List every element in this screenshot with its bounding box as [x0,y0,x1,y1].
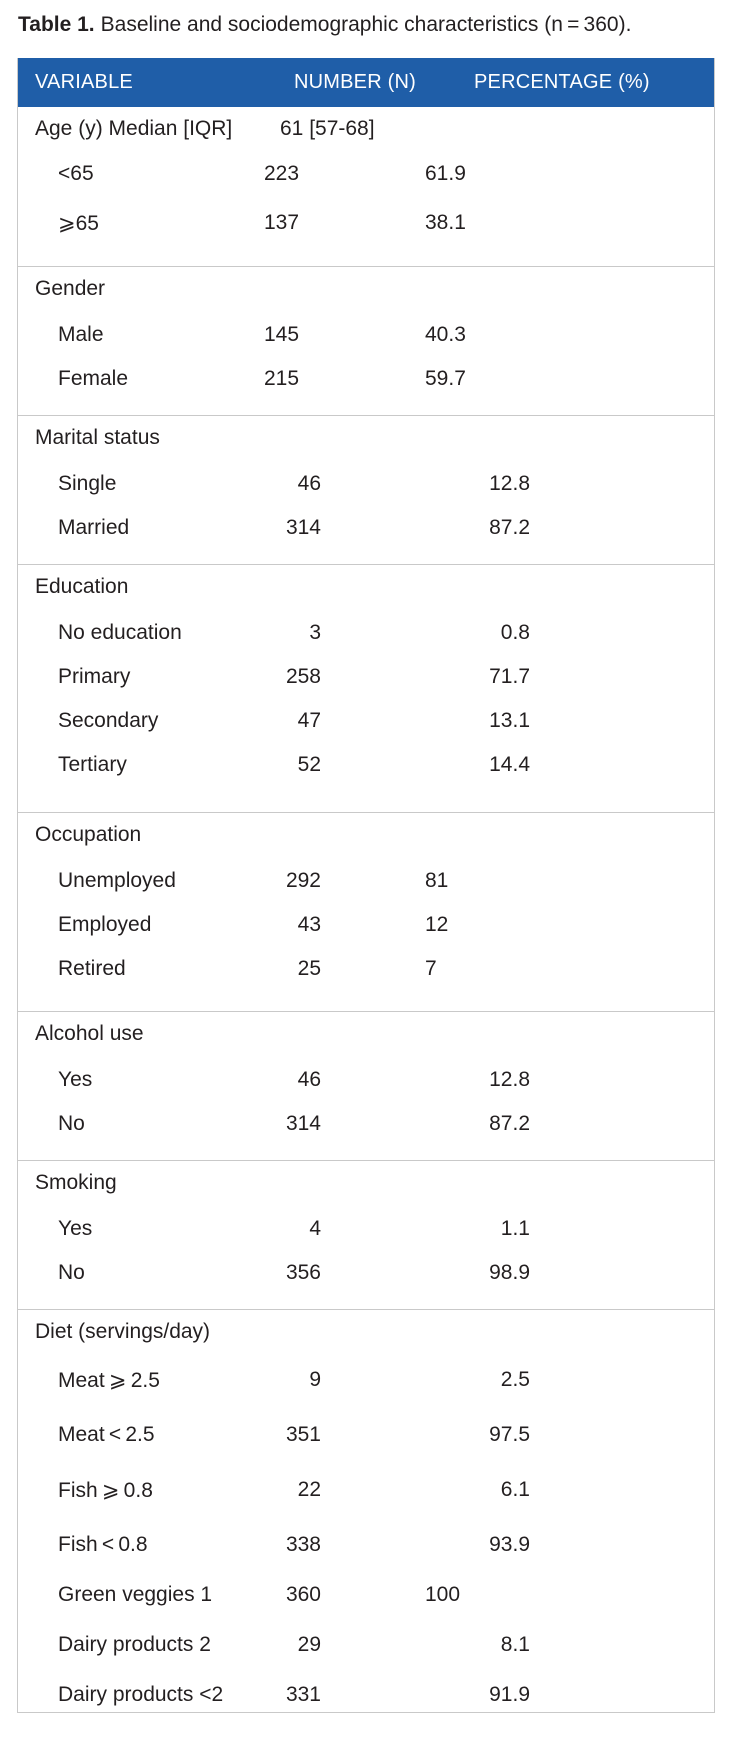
row-percentage: 1.1 [500,1217,530,1240]
row-label: Yes [58,1217,93,1240]
row-number: 25 [297,957,321,980]
row-number: 292 [285,869,321,892]
table-caption-label: Table 1. [18,13,95,36]
row-percentage: 7 [425,957,437,980]
row-number: 331 [285,1683,321,1706]
section-title: Age (y) Median [IQR] [35,117,233,140]
header-variable: VARIABLE [35,71,133,93]
row-label: Meat < 2.5 [58,1423,155,1446]
header-number: NUMBER (N) [294,71,416,93]
row-percentage: 87.2 [489,516,530,539]
row-number: 29 [297,1633,321,1656]
row-label: No [58,1261,85,1284]
row-percentage: 81 [425,869,449,892]
table-caption-text: Baseline and sociodemographic characteri… [100,13,632,36]
row-number: 314 [285,1112,321,1135]
row-label: Green veggies 1 [58,1583,213,1606]
row-label: Meat ⩾ 2.5 [58,1369,160,1392]
row-label: Married [58,516,130,539]
row-number: 351 [285,1423,321,1446]
row-number: 46 [297,1068,321,1091]
row-number: 3 [309,621,321,644]
row-label: Retired [58,957,126,980]
section-title: Education [35,575,129,598]
characteristics-table: VARIABLE NUMBER (N) PERCENTAGE (%) Age (… [17,58,715,1713]
row-number: 314 [285,516,321,539]
row-percentage: 100 [425,1583,461,1606]
row-number: 22 [297,1478,321,1501]
row-percentage: 12.8 [489,472,530,495]
section-title: Alcohol use [35,1022,144,1045]
row-label: <65 [58,162,94,185]
row-number: 215 [264,367,300,390]
row-number: 43 [297,913,321,936]
row-label: Tertiary [58,753,127,776]
row-label: ⩾65 [58,212,99,235]
table-section: Gender Male 145 40.3 Female 215 59.7 [18,267,714,416]
row-percentage: 91.9 [489,1683,530,1706]
row-label: Fish ⩾ 0.8 [58,1479,153,1502]
row-label: Primary [58,665,131,688]
row-number: 223 [264,162,300,185]
row-number: 356 [285,1261,321,1284]
table-section: Marital status Single 46 12.8 Married 314 87.2 [18,416,714,565]
table-caption: Table 1. Baseline and sociodemographic ch… [18,10,631,40]
row-percentage: 0.8 [500,621,530,644]
row-number: 145 [264,323,300,346]
row-label: Single [58,472,117,495]
row-number: 360 [285,1583,321,1606]
row-percentage: 87.2 [489,1112,530,1135]
table-body: Age (y) Median [IQR] 61 [57-68] <65 223 61.9… [18,107,714,1712]
row-label: Dairy products 2 [58,1633,211,1656]
header-percentage: PERCENTAGE (%) [474,71,650,93]
row-number: 338 [285,1533,321,1556]
row-label: Secondary [58,709,159,732]
row-number: 47 [297,709,321,732]
row-label: Yes [58,1068,93,1091]
row-percentage: 12.8 [489,1068,530,1091]
table-section: Smoking Yes 4 1.1 No 356 98.9 [18,1161,714,1310]
row-percentage: 38.1 [425,211,466,234]
table-section: Alcohol use Yes 46 12.8 No 314 87.2 [18,1012,714,1161]
row-percentage: 98.9 [489,1261,530,1284]
row-percentage: 12 [425,913,449,936]
row-percentage: 71.7 [489,665,530,688]
row-percentage: 14.4 [489,753,530,776]
row-label: Male [58,323,104,346]
row-label: Female [58,367,129,390]
row-label: No education [58,621,182,644]
table-section: Education No education 3 0.8 Primary 258 71.7 S… [18,565,714,813]
table-section: Age (y) Median [IQR] 61 [57-68] <65 223 61.9… [18,107,714,267]
row-percentage: 93.9 [489,1533,530,1556]
table-section: Diet (servings/day) Meat ⩾ 2.5 9 2.5 Meat < … [18,1310,714,1712]
section-title: Diet (servings/day) [35,1320,211,1343]
row-percentage: 59.7 [425,367,466,390]
section-title: Occupation [35,823,142,846]
row-percentage: 13.1 [489,709,530,732]
row-percentage: 40.3 [425,323,466,346]
row-number: 258 [285,665,321,688]
row-percentage: 61.9 [425,162,466,185]
section-title: Smoking [35,1171,117,1194]
row-number: 52 [297,753,321,776]
row-percentage: 6.1 [500,1478,530,1501]
row-percentage: 97.5 [489,1423,530,1446]
section-title: Gender [35,277,106,300]
row-label: Fish < 0.8 [58,1533,148,1556]
row-percentage: 8.1 [500,1633,530,1656]
section-title-value: 61 [57-68] [280,117,375,140]
row-number: 137 [264,211,300,234]
row-number: 46 [297,472,321,495]
row-number: 4 [309,1217,321,1240]
table-header-row: VARIABLE NUMBER (N) PERCENTAGE (%) [18,58,714,107]
row-label: No [58,1112,85,1135]
row-number: 9 [309,1368,321,1391]
row-label: Dairy products <2 [58,1683,224,1706]
section-title: Marital status [35,426,160,449]
row-label: Unemployed [58,869,176,892]
row-percentage: 2.5 [500,1368,530,1391]
table-section: Occupation Unemployed 292 81 Employed 43 12 Ret… [18,813,714,1012]
row-label: Employed [58,913,152,936]
